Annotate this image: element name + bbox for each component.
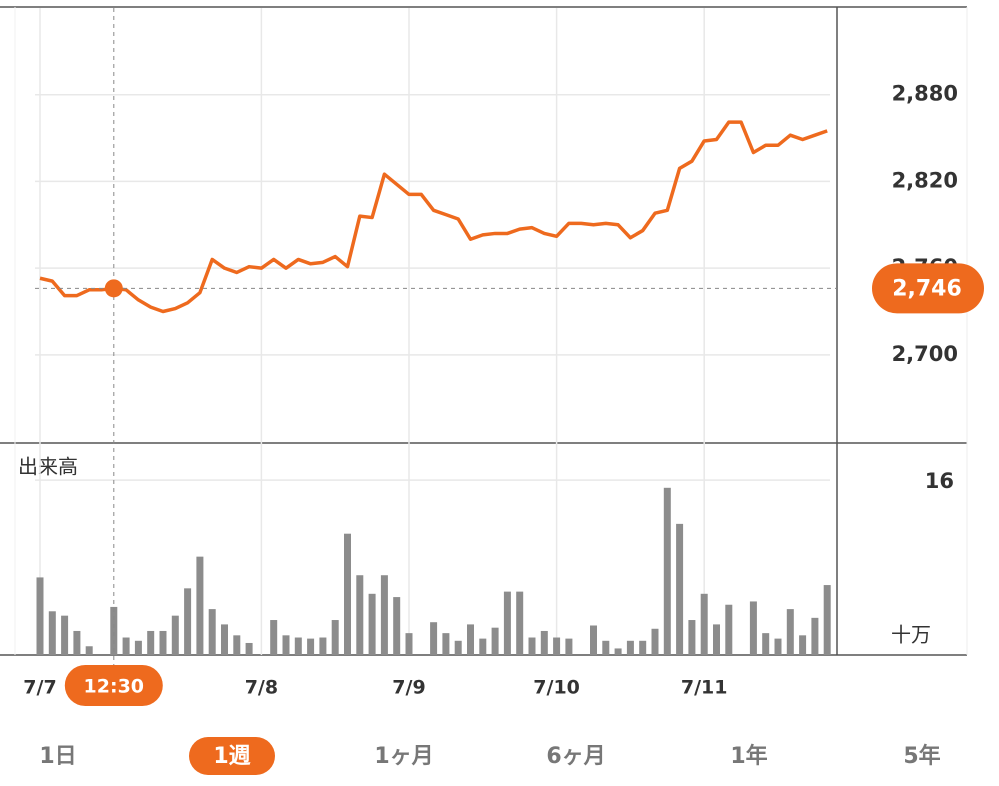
volume-bar	[405, 633, 413, 655]
volume-bar	[762, 633, 770, 655]
volume-bar	[134, 640, 142, 655]
volume-bar	[282, 635, 290, 655]
volume-bar	[823, 585, 831, 655]
y-tick-label: 2,700	[892, 342, 958, 366]
volume-bar	[799, 635, 807, 655]
volume-bar	[147, 630, 155, 655]
volume-bar	[713, 624, 720, 655]
x-tick-label: 7/10	[533, 677, 580, 699]
volume-bar	[503, 591, 511, 655]
x-tick-label: 7/8	[245, 677, 278, 699]
volume-bar	[356, 575, 364, 655]
volume-bar	[368, 593, 376, 655]
y-tick-label: 2,820	[892, 168, 958, 192]
x-tick-label: 7/11	[681, 677, 728, 699]
volume-bar	[48, 611, 56, 655]
volume-bar	[319, 637, 327, 655]
x-tick-label: 7/7	[23, 677, 56, 699]
period-tab[interactable]: 1ヶ月	[374, 744, 433, 769]
volume-bar	[36, 577, 44, 655]
volume-bar	[700, 593, 708, 655]
volume-bar	[454, 640, 462, 655]
volume-bar	[602, 640, 610, 655]
volume-bar	[294, 637, 302, 655]
period-tab[interactable]: 1週	[213, 744, 250, 769]
x-tick-label: 7/9	[392, 677, 425, 699]
volume-bar	[184, 588, 192, 655]
volume-title: 出来高	[18, 455, 78, 479]
volume-bar	[73, 630, 81, 655]
period-tab[interactable]: 1年	[730, 743, 767, 769]
volume-bar	[786, 609, 794, 655]
volume-bar	[85, 646, 93, 655]
volume-bar	[676, 523, 684, 655]
volume-bar	[688, 620, 696, 655]
volume-bar	[159, 630, 167, 655]
tab-selected-bg	[189, 737, 275, 775]
volume-bar	[639, 640, 647, 655]
volume-bar	[626, 640, 634, 655]
volume-bar	[245, 642, 253, 655]
volume-bar	[651, 628, 659, 655]
time-badge-label: 12:30	[84, 676, 144, 698]
crosshair-point	[104, 279, 123, 298]
volume-bar	[516, 591, 524, 655]
volume-bar	[442, 633, 450, 655]
volume-bar	[467, 624, 474, 655]
price-line	[39, 120, 828, 314]
volume-bar	[208, 609, 216, 655]
volume-bar	[196, 556, 204, 655]
volume-bar	[590, 625, 597, 655]
volume-bar	[663, 487, 671, 655]
volume-bar	[479, 638, 487, 655]
value-badge-label: 2,746	[892, 276, 962, 301]
volume-bar	[553, 637, 561, 655]
volume-bar	[110, 606, 118, 655]
volume-bar	[270, 620, 278, 655]
y-tick-label: 2,880	[892, 82, 958, 106]
period-tab[interactable]: 1日	[39, 744, 76, 769]
volume-bar	[380, 575, 388, 655]
period-tab[interactable]: 6ヶ月	[546, 744, 605, 769]
volume-bar	[307, 638, 315, 655]
volume-unit: 十万	[891, 623, 931, 647]
volume-bar	[393, 597, 401, 655]
volume-bar	[331, 620, 339, 655]
volume-bar	[430, 622, 438, 655]
y-tick-label: 16	[925, 469, 954, 493]
volume-bar	[811, 617, 819, 655]
period-tab[interactable]: 5年	[903, 743, 940, 769]
volume-bar	[61, 615, 69, 655]
volume-bar	[774, 638, 782, 655]
value-badge	[872, 263, 984, 314]
volume-bar	[565, 638, 573, 655]
volume-bar	[528, 637, 536, 655]
volume-bar	[171, 615, 179, 655]
volume-bar	[344, 533, 351, 655]
volume-bar	[540, 630, 548, 655]
volume-bar	[491, 627, 499, 655]
volume-bar	[614, 648, 622, 655]
volume-bar	[749, 601, 757, 655]
volume-bar	[221, 624, 228, 655]
volume-bar	[725, 604, 733, 655]
volume-bar	[122, 637, 130, 655]
volume-bar	[233, 635, 241, 655]
time-badge	[64, 665, 163, 706]
